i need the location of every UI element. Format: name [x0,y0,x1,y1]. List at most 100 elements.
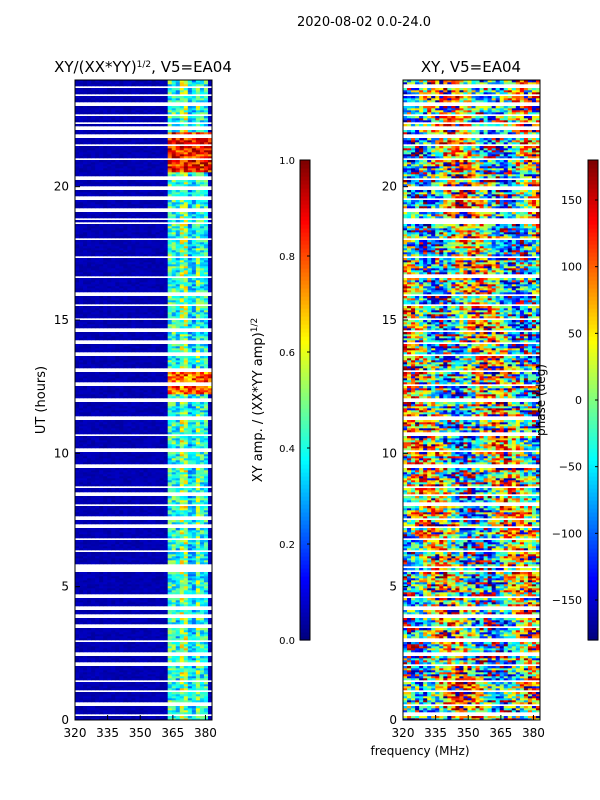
amplitude-cell [107,688,112,690]
amplitude-cell [127,656,132,658]
amplitude-cell [204,392,209,394]
amplitude-cell [95,540,100,542]
amplitude-cell [188,684,193,686]
amplitude-cell [176,378,181,380]
amplitude-cell [123,338,128,340]
amplitude-cell [99,478,104,480]
amplitude-cell [127,716,132,718]
amplitude-cell [196,710,201,712]
amplitude-cell [152,600,157,602]
amplitude-cell [83,374,88,376]
amplitude-cell [168,440,173,442]
amplitude-cell [144,500,149,502]
amplitude-cell [188,578,193,580]
amplitude-cell [99,366,104,368]
figure: 2020-08-02 0.0-24.0 XY/(XX*YY)1/2, V5=EA… [0,0,600,800]
amplitude-cell [200,638,205,640]
amplitude-cell [180,588,185,590]
amplitude-cell [115,602,120,604]
amplitude-cell [123,604,128,606]
amplitude-cell [188,552,193,554]
amplitude-cell [204,584,209,586]
amplitude-cell [127,644,132,646]
amplitude-cell [127,436,132,438]
amplitude-cell [103,482,108,484]
amplitude-cell [91,444,96,446]
amplitude-cell [115,366,120,368]
amplitude-cell [200,648,205,650]
amplitude-cell [180,688,185,690]
amplitude-cell [127,452,132,454]
amplitude-cell [131,426,136,428]
amplitude-cell [204,338,209,340]
amplitude-cell [168,338,173,340]
amplitude-cell [127,520,132,522]
amplitude-cell [99,372,104,374]
amplitude-cell [172,468,177,470]
amplitude-cell [152,674,157,676]
amplitude-cell [99,428,104,430]
amplitude-cell [192,580,197,582]
amplitude-cell [164,670,169,672]
amplitude-cell [83,628,88,630]
amplitude-cell [204,636,209,638]
amplitude-cell [99,458,104,460]
amplitude-cell [139,536,144,538]
amplitude-cell [83,656,88,658]
amplitude-cell [168,426,173,428]
amplitude-cell [99,578,104,580]
amplitude-cell [144,682,149,684]
amplitude-cell [75,388,80,390]
amplitude-cell [148,484,153,486]
amplitude-cell [83,512,88,514]
amplitude-cell [87,648,92,650]
amplitude-cell [180,390,185,392]
amplitude-cell [83,348,88,350]
amplitude-cell [172,590,177,592]
amplitude-cell [172,534,177,536]
amplitude-cell [103,454,108,456]
amplitude-cell [144,350,149,352]
amplitude-cell [152,488,157,490]
amplitude-cell [139,618,144,620]
amplitude-cell [172,632,177,634]
amplitude-cell [144,470,149,472]
amplitude-cell [91,490,96,492]
amplitude-cell [87,560,92,562]
amplitude-cell [91,630,96,632]
amplitude-cell [148,574,153,576]
amplitude-cell [107,628,112,630]
amplitude-cell [115,650,120,652]
amplitude-cell [87,402,92,404]
amplitude-cell [103,438,108,440]
amplitude-cell [172,350,177,352]
amplitude-cell [184,576,189,578]
amplitude-cell [196,678,201,680]
amplitude-cell [139,512,144,514]
amplitude-cell [168,480,173,482]
amplitude-cell [148,590,153,592]
amplitude-cell [188,362,193,364]
amplitude-cell [131,414,136,416]
amplitude-cell [176,630,181,632]
amplitude-cell [152,612,157,614]
amplitude-cell [160,660,165,662]
amplitude-cell [184,562,189,564]
amplitude-cell [91,394,96,396]
amplitude-cell [144,694,149,696]
amplitude-cell [115,696,120,698]
amplitude-cell [156,620,161,622]
amplitude-cell [204,522,209,524]
amplitude-cell [79,374,84,376]
amplitude-cell [111,454,116,456]
amplitude-cell [156,590,161,592]
amplitude-cell [144,576,149,578]
amplitude-cell [115,460,120,462]
amplitude-cell [103,430,108,432]
amplitude-cell [196,598,201,600]
amplitude-cell [99,698,104,700]
amplitude-cell [168,638,173,640]
amplitude-cell [111,388,116,390]
amplitude-cell [164,700,169,702]
amplitude-cell [144,408,149,410]
